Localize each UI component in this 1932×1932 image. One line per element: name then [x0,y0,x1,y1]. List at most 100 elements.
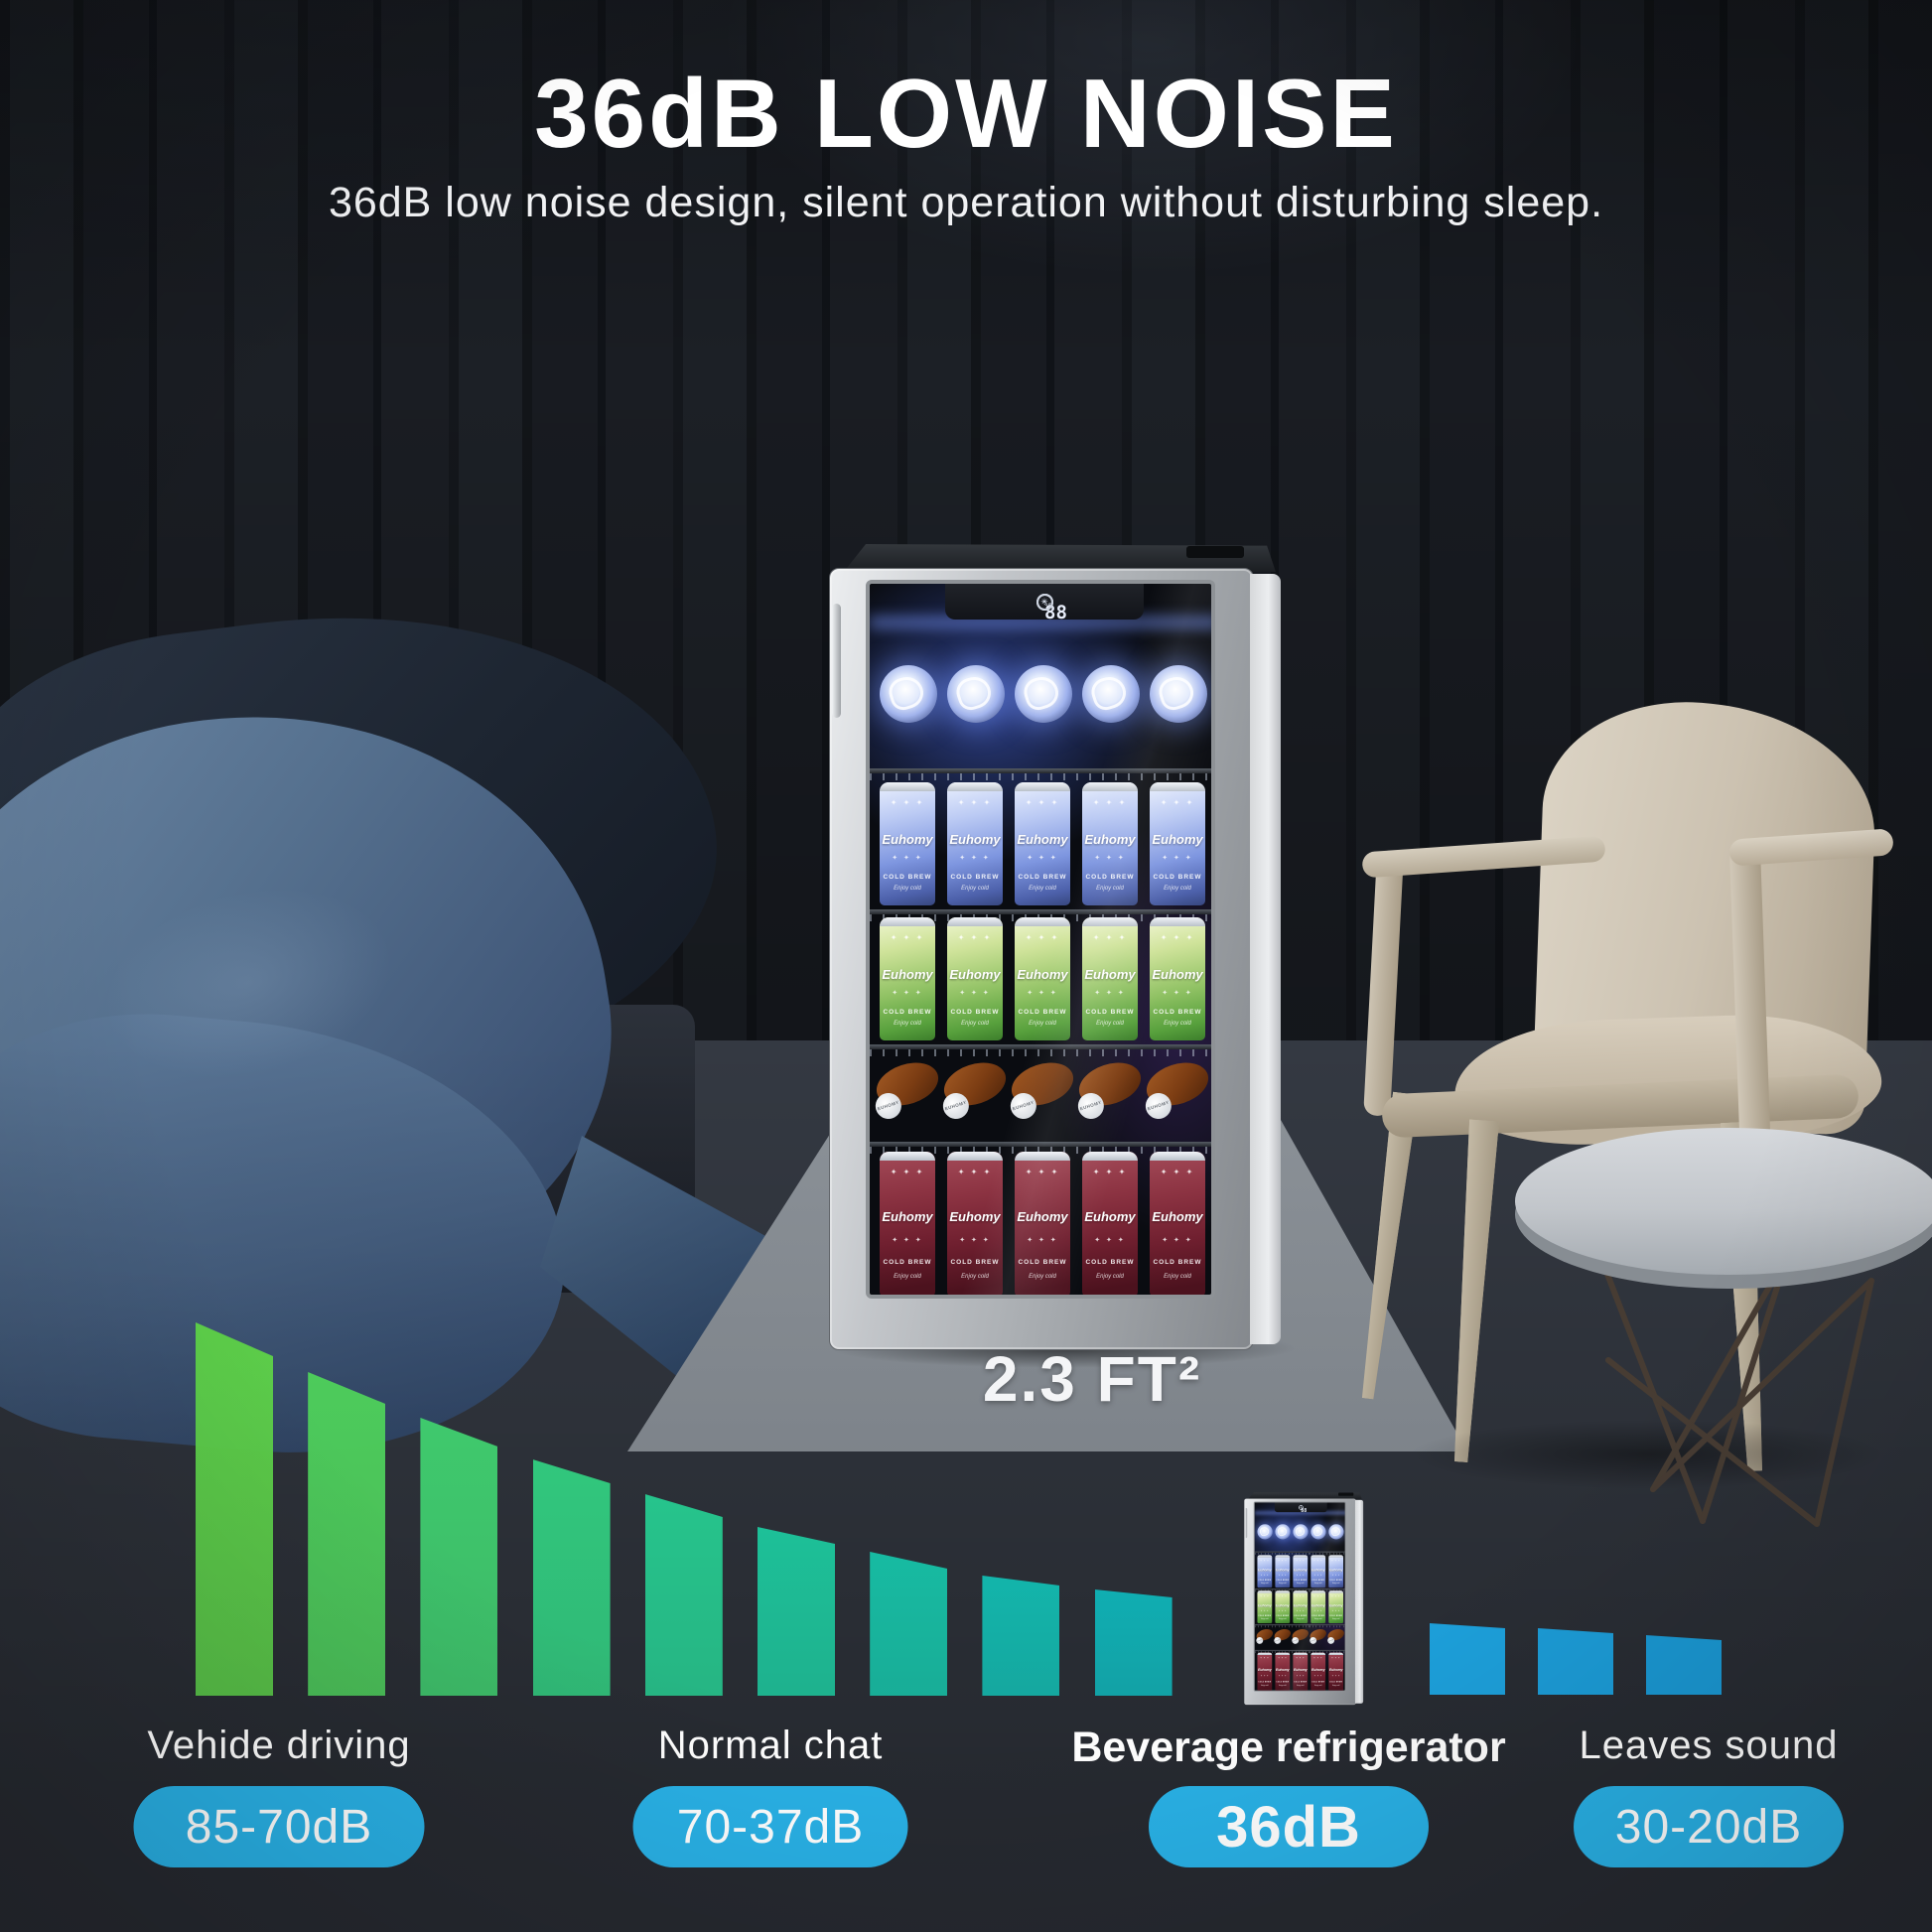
can-brand-label: Euhomy [1257,1668,1272,1672]
can-cap [1150,917,1205,926]
can-stars-2: ✦ ✦ ✦ [1311,1574,1325,1577]
can-script: Enjoy cold [1328,1685,1343,1687]
table-top [1515,1128,1932,1275]
can-script: Enjoy cold [1328,1618,1343,1620]
can-brand-label: Euhomy [1150,832,1205,847]
db-range-badge: 30-20dB [1574,1786,1844,1867]
beverage-can: ✦ ✦ ✦Euhomy✦ ✦ ✦COLD BREWEnjoy cold [1150,1152,1205,1295]
can-cap [1311,1652,1326,1655]
can-stars-2: ✦ ✦ ✦ [1311,1675,1325,1677]
can-brand-label: Euhomy [1311,1603,1325,1607]
fridge-control-panel: ✳•88°F− [1274,1502,1327,1513]
can-brand-label: Euhomy [1328,1603,1343,1607]
beverage-can: ✦ ✦ ✦Euhomy✦ ✦ ✦COLD BREWEnjoy cold [1293,1652,1309,1691]
blue-noise-bar [1646,1635,1722,1695]
beverage-can: ✦ ✦ ✦Euhomy✦ ✦ ✦COLD BREWEnjoy cold [1328,1590,1344,1623]
can-sublabel: COLD BREW [1257,1580,1272,1582]
can-script: Enjoy cold [947,1274,1003,1280]
can-brand-label: Euhomy [947,967,1003,982]
can-sublabel: COLD BREW [880,1259,935,1266]
can-sublabel: COLD BREW [1082,874,1138,881]
noise-source-label: Normal chat [657,1724,884,1767]
can-stars: ✦ ✦ ✦ [1257,1657,1272,1659]
can-sublabel: COLD BREW [1015,1259,1070,1266]
can-stars: ✦ ✦ ✦ [1311,1657,1325,1659]
blue-noise-bar [1538,1628,1613,1695]
can-stars: ✦ ✦ ✦ [1015,798,1070,807]
wire-shelf [1254,1551,1345,1555]
can-stars-2: ✦ ✦ ✦ [1275,1609,1290,1612]
can-sublabel: COLD BREW [1015,1009,1070,1016]
minus-icon: − [1299,1505,1304,1510]
fridge-side-panel [1250,574,1281,1344]
can-brand-label: Euhomy [1311,1668,1325,1672]
can-cap [1015,782,1070,791]
can-script: Enjoy cold [1150,1021,1205,1027]
can-sublabel: COLD BREW [1150,874,1205,881]
can-stars-2: ✦ ✦ ✦ [1257,1574,1272,1577]
can-stars: ✦ ✦ ✦ [1275,1560,1290,1562]
can-cap [1257,1652,1273,1655]
can-stars: ✦ ✦ ✦ [1082,1168,1138,1176]
can-stars-2: ✦ ✦ ✦ [1328,1609,1343,1612]
can-brand-label: Euhomy [947,1209,1003,1224]
can-sublabel: COLD BREW [1275,1580,1290,1582]
can-stars-2: ✦ ✦ ✦ [947,1236,1003,1244]
can-cap [1293,1590,1309,1593]
glass-reflection [1254,1502,1345,1691]
fridge-glass-door: ✳•88°F− ✦ ✦ ✦ Euhomy ✦ ✦ ✦ COLD BREW Enjoy co… [866,580,1215,1299]
beverage-can: ✦ ✦ ✦Euhomy✦ ✦ ✦COLD BREWEnjoy cold [1311,1555,1326,1588]
can-brand-label: Euhomy [1015,1209,1070,1224]
can-stars-2: ✦ ✦ ✦ [1015,989,1070,997]
can-script: Enjoy cold [1257,1583,1272,1585]
can-script: Enjoy cold [880,1274,935,1280]
can-stars: ✦ ✦ ✦ [1150,1168,1205,1176]
can-brand-label: Euhomy [1257,1568,1272,1572]
can-stars-2: ✦ ✦ ✦ [1150,1236,1205,1244]
can-sublabel: COLD BREW [1150,1009,1205,1016]
chair-left-arm-post [1363,855,1404,1117]
can-brand-label: Euhomy [880,832,935,847]
can-sublabel: COLD BREW [880,1009,935,1016]
glass-reflection [870,584,1211,1295]
green-noise-bar [532,1459,611,1696]
can-cap [1311,1555,1326,1558]
noise-source-label: Vehide driving [147,1724,411,1767]
can-cap [1293,1652,1309,1655]
beverage-can: ✦ ✦ ✦Euhomy✦ ✦ ✦COLD BREWEnjoy cold [880,1152,935,1295]
beverage-can-top [1293,1524,1309,1540]
shelf-row: ✦ ✦ ✦Euhomy✦ ✦ ✦COLD BREWEnjoy cold ✦ ✦ ✦… [870,778,1211,905]
fridge-side-panel [1354,1499,1364,1704]
can-brand-label: Euhomy [1293,1668,1308,1672]
beverage-can: ✦ ✦ ✦Euhomy✦ ✦ ✦COLD BREWEnjoy cold [1275,1555,1291,1588]
can-brand-label: Euhomy [1328,1568,1343,1572]
beverage-can: ✦ ✦ ✦Euhomy✦ ✦ ✦COLD BREWEnjoy cold [1150,782,1205,905]
beverage-can: ✦ ✦ ✦Euhomy✦ ✦ ✦COLD BREWEnjoy cold [1082,1152,1138,1295]
can-script: Enjoy cold [1257,1618,1272,1620]
can-script: Enjoy cold [1275,1618,1290,1620]
can-sublabel: COLD BREW [1257,1614,1272,1616]
can-cap [947,917,1003,926]
beverage-can: ✦ ✦ ✦Euhomy✦ ✦ ✦COLD BREWEnjoy cold [880,782,935,905]
round-side-table [1489,1062,1932,1559]
beverage-can-top [1328,1524,1344,1540]
can-stars-2: ✦ ✦ ✦ [880,989,935,997]
db-range-badge: 85-70dB [133,1786,425,1867]
shelf-row: ✦ ✦ ✦Euhomy✦ ✦ ✦COLD BREWEnjoy cold✦ ✦ ✦… [870,1152,1211,1295]
can-sublabel: COLD BREW [1311,1681,1325,1683]
can-script: Enjoy cold [1293,1618,1308,1620]
can-brand-label: Euhomy [1275,1603,1290,1607]
page-title: 36dB LOW NOISE [534,59,1398,168]
beverage-can-top [1150,665,1207,723]
can-brand-label: Euhomy [1328,1668,1343,1672]
can-stars-2: ✦ ✦ ✦ [880,854,935,862]
can-stars: ✦ ✦ ✦ [1293,1657,1308,1659]
can-brand-label: Euhomy [1311,1568,1325,1572]
can-cap [1275,1555,1291,1558]
can-stars: ✦ ✦ ✦ [1257,1560,1272,1562]
wire-shelf [870,1142,1211,1154]
can-stars: ✦ ✦ ✦ [1311,1594,1325,1596]
can-stars: ✦ ✦ ✦ [1293,1560,1308,1562]
can-stars: ✦ ✦ ✦ [1082,798,1138,807]
can-script: Enjoy cold [1328,1583,1343,1585]
